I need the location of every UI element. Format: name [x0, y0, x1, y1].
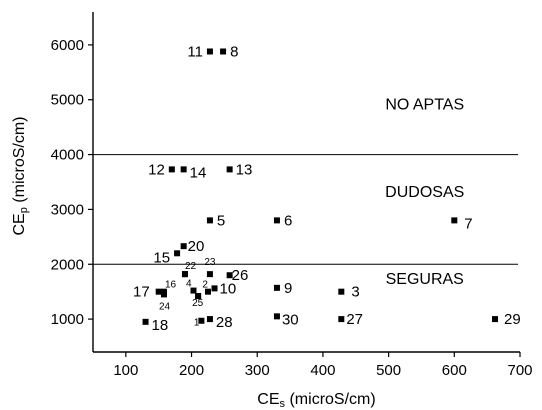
- region-labels: NO APTAS DUDOSAS SEGURAS: [385, 97, 464, 288]
- y-tick-label: 5000: [51, 92, 84, 109]
- data-point-label-26: 26: [232, 267, 249, 284]
- data-point-26: [226, 272, 233, 279]
- data-point-1: [198, 317, 205, 324]
- data-point-label-6: 6: [284, 212, 292, 229]
- axis-titles: CEs (microS/cm) CEp (microS/cm): [11, 116, 376, 410]
- data-point-27: [338, 316, 345, 323]
- data-point-7: [451, 217, 458, 224]
- data-point-label-14: 14: [190, 164, 207, 181]
- data-point-29: [492, 316, 499, 323]
- x-tick-label: 700: [507, 362, 532, 379]
- data-point-30: [273, 313, 280, 320]
- data-point-label-30: 30: [282, 311, 299, 328]
- y-tick-label: 2000: [51, 256, 84, 273]
- data-point-label-24: 24: [159, 301, 171, 312]
- data-point-label-15: 15: [153, 249, 170, 266]
- x-tick-label: 300: [245, 362, 270, 379]
- data-point-8: [220, 48, 227, 55]
- data-point-4: [190, 287, 197, 294]
- data-point-13: [226, 166, 233, 173]
- data-point-9: [273, 284, 280, 291]
- data-point-28: [206, 316, 213, 323]
- data-point-3: [338, 288, 345, 295]
- data-point-label-1: 1: [194, 318, 200, 329]
- data-point-25: [195, 293, 202, 300]
- data-point-label-7: 7: [464, 215, 472, 232]
- data-point-label-5: 5: [217, 212, 225, 229]
- data-point-2: [204, 288, 211, 295]
- data-point-label-17: 17: [133, 284, 150, 301]
- data-point-6: [273, 217, 280, 224]
- x-tick-label: 100: [113, 362, 138, 379]
- data-point-label-9: 9: [284, 280, 292, 297]
- x-tick-label: 400: [310, 362, 335, 379]
- data-point-label-3: 3: [351, 284, 359, 301]
- data-point-20: [180, 243, 187, 250]
- data-point-18: [142, 318, 149, 325]
- threshold-lines: [93, 154, 518, 265]
- data-point-label-23: 23: [204, 257, 216, 268]
- data-point-label-13: 13: [236, 161, 253, 178]
- data-point-24: [160, 291, 167, 298]
- region-label: DUDOSAS: [385, 184, 464, 201]
- data-point-10: [211, 285, 218, 292]
- data-point-label-4: 4: [186, 279, 192, 290]
- data-point-label-10: 10: [220, 280, 237, 297]
- axes: 1000 2000 3000 4000 5000 6000 100 200 300 400 500 6…: [51, 12, 533, 379]
- data-point-label-18: 18: [152, 317, 169, 334]
- data-point-23: [206, 271, 213, 278]
- x-axis-title: CEs (microS/cm): [257, 391, 375, 410]
- x-tick-label: 500: [376, 362, 401, 379]
- data-point-11: [206, 48, 213, 55]
- data-point-label-2: 2: [202, 280, 208, 291]
- x-tick-label: 600: [442, 362, 467, 379]
- region-label: SEGURAS: [386, 271, 464, 288]
- data-point-label-29: 29: [504, 311, 521, 328]
- y-tick-label: 1000: [51, 311, 84, 328]
- data-point-12: [168, 166, 175, 173]
- data-point-label-27: 27: [346, 311, 363, 328]
- data-point-label-16: 16: [165, 280, 177, 291]
- data-point-5: [206, 217, 213, 224]
- data-point-label-11: 11: [187, 43, 203, 60]
- data-point-label-20: 20: [188, 238, 205, 255]
- data-point-22: [181, 271, 188, 278]
- y-tick-label: 6000: [51, 37, 84, 54]
- y-tick-label: 3000: [51, 201, 84, 218]
- region-label: NO APTAS: [385, 97, 464, 114]
- data-point-label-12: 12: [148, 161, 165, 178]
- data-point-14: [180, 166, 187, 173]
- y-tick-label: 4000: [51, 147, 84, 164]
- y-axis-title: CEp (microS/cm): [11, 116, 30, 235]
- data-point-15: [174, 250, 181, 257]
- data-point-label-22: 22: [185, 261, 197, 272]
- data-point-17: [155, 288, 162, 295]
- data-point-label-28: 28: [216, 314, 233, 331]
- x-tick-label: 200: [179, 362, 204, 379]
- data-point-label-8: 8: [230, 43, 238, 60]
- data-point-label-25: 25: [192, 298, 204, 309]
